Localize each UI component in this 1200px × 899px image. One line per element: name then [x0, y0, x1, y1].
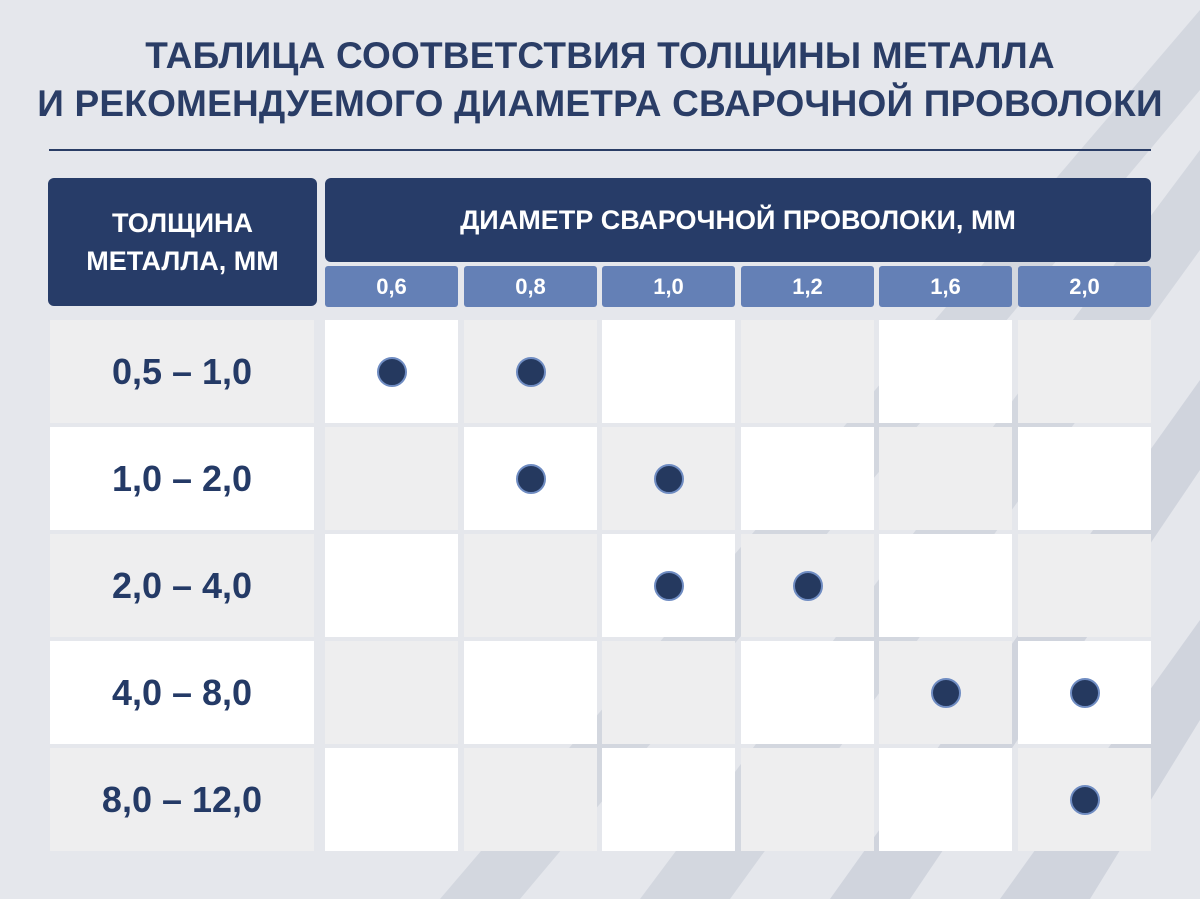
table-cell: [741, 534, 874, 637]
title-line-1: ТАБЛИЦА СООТВЕТСТВИЯ ТОЛЩИНЫ МЕТАЛЛА: [145, 35, 1055, 76]
recommended-dot-icon: [930, 677, 961, 708]
thickness-row-label: 8,0 – 12,0: [50, 748, 314, 851]
table-cell: [464, 320, 597, 423]
page-title: ТАБЛИЦА СООТВЕТСТВИЯ ТОЛЩИНЫ МЕТАЛЛА И Р…: [0, 32, 1200, 128]
table-cell: [1018, 427, 1151, 530]
table-cell: [1018, 534, 1151, 637]
table-cell: [325, 534, 458, 637]
recommended-dot-icon: [515, 356, 546, 387]
table-cell: [325, 748, 458, 851]
diameter-column-header: 0,8: [464, 266, 597, 307]
recommended-dot-icon: [653, 463, 684, 494]
table-cell: [1018, 748, 1151, 851]
recommended-dot-icon: [1069, 677, 1100, 708]
thickness-row-label: 2,0 – 4,0: [50, 534, 314, 637]
table-cell: [602, 320, 735, 423]
recommended-dot-icon: [1069, 784, 1100, 815]
table-cell: [879, 320, 1012, 423]
thickness-row-label: 1,0 – 2,0: [50, 427, 314, 530]
table-cell: [464, 748, 597, 851]
table-cell: [741, 427, 874, 530]
recommended-dot-icon: [376, 356, 407, 387]
table-cell: [325, 320, 458, 423]
table-cell: [464, 534, 597, 637]
diameter-column-header: 2,0: [1018, 266, 1151, 307]
table-cell: [602, 748, 735, 851]
diameter-column-header: 1,6: [879, 266, 1012, 307]
recommended-dot-icon: [515, 463, 546, 494]
title-divider: [49, 149, 1151, 151]
thickness-header: ТОЛЩИНА МЕТАЛЛА, ММ: [48, 178, 317, 306]
table-cell: [602, 534, 735, 637]
thickness-row-label: 4,0 – 8,0: [50, 641, 314, 744]
table-cell: [325, 641, 458, 744]
table-cell: [741, 748, 874, 851]
diameter-column-header: 1,0: [602, 266, 735, 307]
table-cell: [325, 427, 458, 530]
table-cell: [464, 641, 597, 744]
table-cell: [879, 748, 1012, 851]
table-cell: [741, 320, 874, 423]
title-line-2: И РЕКОМЕНДУЕМОГО ДИАМЕТРА СВАРОЧНОЙ ПРОВ…: [37, 83, 1163, 124]
table-cell: [879, 534, 1012, 637]
thickness-row-label: 0,5 – 1,0: [50, 320, 314, 423]
diameter-column-header: 1,2: [741, 266, 874, 307]
thickness-header-line-1: ТОЛЩИНА: [111, 208, 253, 238]
table-cell: [879, 641, 1012, 744]
table-cell: [741, 641, 874, 744]
table-cell: [1018, 320, 1151, 423]
thickness-header-line-2: МЕТАЛЛА, ММ: [86, 246, 279, 276]
recommended-dot-icon: [653, 570, 684, 601]
table-cell: [602, 427, 735, 530]
diameter-column-header: 0,6: [325, 266, 458, 307]
diameter-header: ДИАМЕТР СВАРОЧНОЙ ПРОВОЛОКИ, ММ: [325, 178, 1151, 262]
table-cell: [1018, 641, 1151, 744]
table-cell: [602, 641, 735, 744]
table-cell: [464, 427, 597, 530]
table-cell: [879, 427, 1012, 530]
recommended-dot-icon: [792, 570, 823, 601]
